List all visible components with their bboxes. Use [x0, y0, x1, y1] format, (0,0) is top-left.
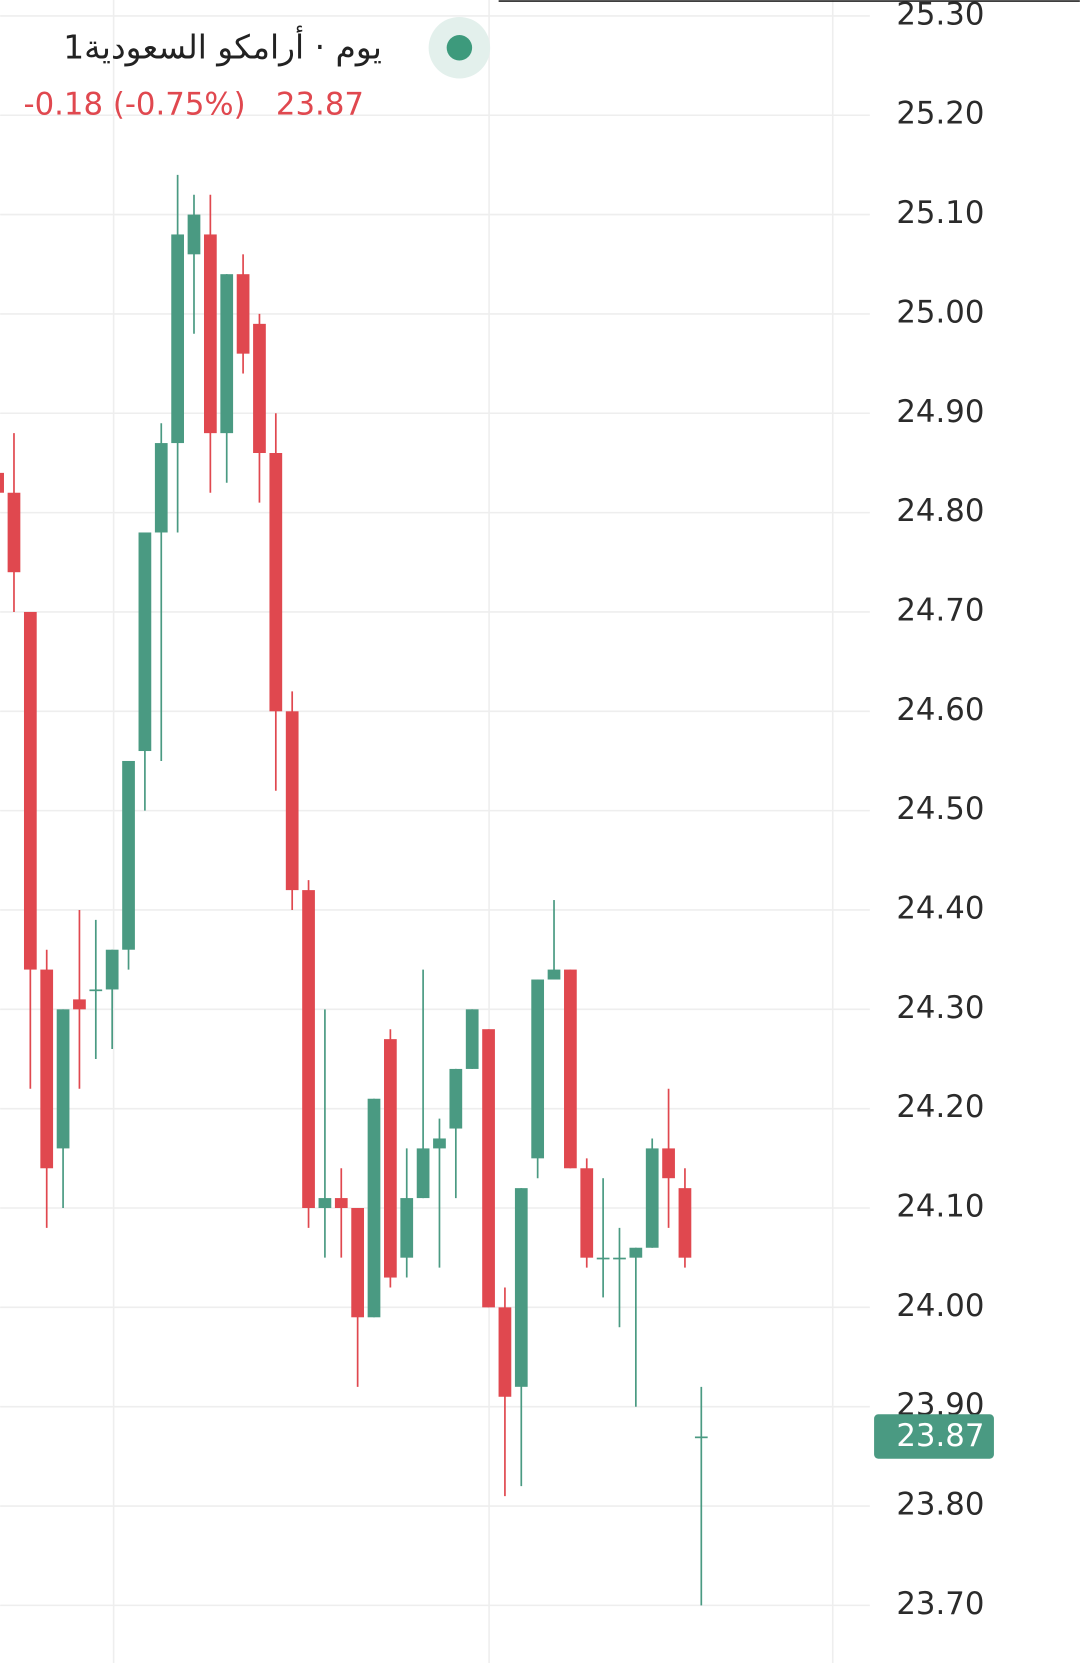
y-tick-label: 24.20 [896, 1089, 984, 1125]
candle-body [0, 472, 4, 493]
candle-body [580, 1168, 594, 1258]
y-tick-label: 24.70 [896, 592, 984, 628]
y-tick-label: 25.30 [896, 0, 984, 32]
candle-body [89, 989, 103, 992]
y-tick-label: 24.80 [896, 493, 984, 529]
candle-body [302, 890, 315, 1209]
last-price-label: 23.87 [896, 1418, 984, 1454]
candle-body [253, 323, 266, 454]
change-label: -0.18 (-0.75%) [23, 87, 245, 123]
candle-body [564, 969, 577, 1169]
last-price-tag [874, 1414, 994, 1459]
candle-body [531, 979, 545, 1159]
candle-body [23, 611, 37, 970]
candle-body [482, 1029, 495, 1308]
candle-body [645, 1148, 659, 1248]
y-tick-label: 24.10 [896, 1189, 984, 1225]
y-tick-label: 25.10 [896, 195, 984, 231]
candle-body [351, 1208, 365, 1318]
candle-body [678, 1188, 692, 1258]
candle-body [613, 1257, 626, 1260]
candle-body [334, 1198, 348, 1209]
candle-body [236, 274, 250, 354]
candle-body [416, 1148, 430, 1199]
y-tick-label: 24.60 [896, 692, 984, 728]
candle-body [269, 453, 283, 712]
candle-body [203, 234, 217, 434]
candle-body [7, 492, 21, 573]
price-axis: 23.7023.8023.9024.0024.1024.2024.3024.40… [874, 0, 994, 1622]
y-tick-label: 24.00 [896, 1288, 984, 1324]
candle-body [138, 532, 152, 752]
y-tick-label: 24.30 [896, 990, 984, 1026]
y-tick-label: 23.70 [896, 1586, 984, 1622]
candle-body [40, 969, 54, 1169]
y-tick-label: 25.20 [896, 96, 984, 132]
candle-body [449, 1068, 463, 1129]
candle-body [498, 1307, 512, 1397]
candle-body [318, 1198, 332, 1209]
y-tick-label: 24.50 [896, 791, 984, 827]
candle-body [220, 274, 234, 434]
candle-body [285, 711, 299, 891]
y-tick-label: 23.80 [896, 1487, 984, 1523]
header-price: 23.87 [276, 87, 364, 123]
candle-body [384, 1039, 397, 1278]
candle-body [662, 1148, 675, 1179]
y-tick-label: 24.90 [896, 394, 984, 430]
candle-body [171, 234, 184, 444]
candle-body [400, 1198, 414, 1258]
candle-body [465, 1009, 479, 1069]
candle-body [187, 214, 201, 255]
candle-body [367, 1098, 381, 1318]
candle-body [596, 1257, 610, 1260]
candle-body [122, 760, 135, 950]
candle-body [154, 443, 168, 533]
candle-body [547, 969, 561, 980]
candle-body [105, 949, 119, 990]
candle-body [694, 1436, 708, 1439]
status-dot [446, 34, 473, 61]
candle-body [56, 1009, 70, 1149]
candle-body [73, 999, 86, 1010]
candle-body [433, 1138, 446, 1149]
chart-title: 1يوم · أرامكو السعودية [63, 25, 382, 66]
candle-body [629, 1247, 643, 1258]
y-tick-label: 25.00 [896, 294, 984, 330]
candle-body [514, 1188, 528, 1387]
candles [0, 174, 708, 1606]
y-tick-label: 24.40 [896, 890, 984, 926]
